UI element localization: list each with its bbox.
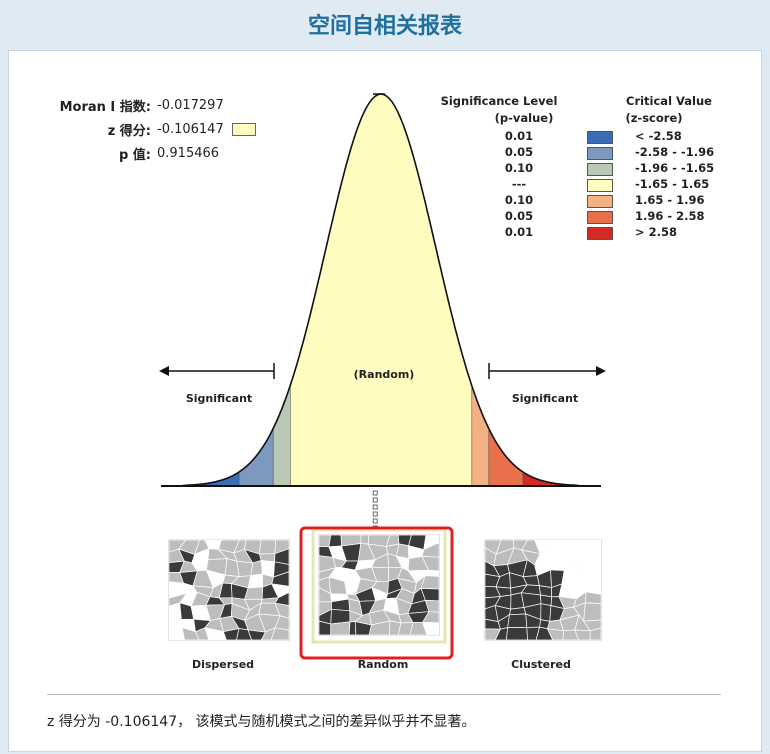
moran-row: Moran I 指数: -0.017297: [47, 93, 256, 117]
legend-color-swatch: [587, 131, 613, 144]
legend-color-swatch: [587, 227, 613, 240]
legend-color-swatch: [587, 179, 613, 192]
map-polygon: [589, 627, 602, 641]
map-polygon: [250, 560, 263, 577]
page-title: 空间自相关报表: [307, 14, 462, 39]
significant-left-label: Significant: [186, 392, 252, 405]
legend-sig-header: Significance Level: [440, 94, 558, 108]
map-polygon: [421, 622, 440, 636]
map-polygon: [540, 603, 552, 622]
map-polygon: [348, 621, 357, 636]
map-polygon: [168, 618, 183, 629]
map-polygon: [328, 534, 342, 548]
map-polygon: [330, 608, 351, 625]
legend-z-range: -1.65 - 1.65: [635, 177, 710, 191]
clustered-pattern-map: [484, 539, 602, 641]
moran-label: Moran I 指数:: [59, 99, 151, 115]
connector-dot: [372, 490, 378, 496]
legend-z-range: 1.96 - 2.58: [635, 209, 705, 223]
right-significant-arrow: [488, 363, 606, 379]
curve-fill-regions: [182, 93, 580, 487]
random-map-frame: [311, 528, 447, 644]
map-polygon: [507, 613, 528, 628]
clustered-label: Clustered: [511, 658, 571, 671]
legend-p-value: 0.01: [504, 225, 534, 239]
map-polygon: [583, 562, 602, 576]
map-polygon: [168, 602, 182, 622]
region-random: [290, 93, 473, 487]
legend-p-value: 0.05: [504, 145, 534, 159]
legend-z-range: -1.96 - -1.65: [635, 161, 715, 175]
z-score-row: z 得分: -0.106147: [47, 117, 256, 141]
map-polygon: [584, 591, 602, 604]
map-polygon: [330, 621, 351, 636]
map-polygon: [270, 627, 290, 641]
dispersed-pattern-map: [168, 539, 290, 641]
region-p010-high: [471, 385, 490, 487]
region-p001-low: [182, 471, 240, 487]
region-p010-low: [272, 385, 291, 487]
moran-value: -0.017297: [157, 97, 224, 113]
legend-p-value: ---: [511, 177, 527, 191]
map-polygon: [506, 627, 528, 641]
map-polygon: [168, 627, 185, 641]
selected-pattern-highlight: [299, 526, 454, 660]
map-polygon: [236, 560, 254, 577]
footer-divider: [47, 694, 721, 695]
legend-p-value: 0.10: [504, 193, 534, 207]
legend-color-swatch: [587, 211, 613, 224]
legend-color-swatch: [587, 195, 613, 208]
dispersed-label: Dispersed: [192, 658, 254, 671]
p-value-row: p 值: 0.915466: [47, 141, 256, 165]
legend-z-range: -2.58 - -1.96: [635, 145, 715, 159]
legend-z-range: > 2.58: [635, 225, 678, 239]
legend-p-value: 0.10: [504, 161, 534, 175]
footer-summary: z 得分为 -0.106147， 该模式与随机模式之间的差异似乎并不显著。: [47, 714, 476, 730]
connector-dot: [372, 511, 378, 517]
map-polygon: [360, 534, 370, 545]
region-p001-high: [522, 471, 580, 487]
map-polygon: [558, 581, 579, 599]
legend-crit-header: Critical Value: [626, 94, 712, 108]
legend-p-value: 0.05: [504, 209, 534, 223]
legend-z-range: 1.65 - 1.96: [635, 193, 705, 207]
connector-dot: [372, 497, 378, 503]
random-region-label: (Random): [354, 368, 415, 381]
legend-p-value: 0.01: [504, 129, 534, 143]
connector-dot: [372, 518, 378, 524]
legend-sig-subheader: (p-value): [494, 111, 554, 125]
z-score-swatch: [231, 122, 256, 136]
z-score-connector: [372, 490, 378, 531]
connector-dot: [372, 504, 378, 510]
legend-crit-subheader: (z-score): [625, 111, 683, 125]
map-polygon: [259, 539, 277, 555]
stats-block: Moran I 指数: -0.017297 z 得分: -0.106147 p …: [47, 93, 256, 165]
z-score-label: z 得分:: [107, 123, 151, 139]
p-value-label: p 值:: [118, 147, 151, 163]
distribution-diagram: (Random) Significant Significant Dispers…: [159, 93, 606, 671]
left-significant-arrow: [159, 363, 275, 379]
legend-color-swatch: [587, 147, 613, 160]
legend-color-swatch: [587, 163, 613, 176]
map-polygon: [583, 602, 602, 622]
p-value-value: 0.915466: [157, 145, 220, 161]
random-pattern-map: [311, 528, 447, 644]
z-score-value: -0.106147: [157, 121, 224, 137]
report-panel: Moran I 指数: -0.017297 z 得分: -0.106147 p …: [8, 50, 762, 752]
legend-z-range: < -2.58: [635, 129, 682, 143]
random-label: Random: [358, 658, 409, 671]
significant-right-label: Significant: [512, 392, 578, 405]
